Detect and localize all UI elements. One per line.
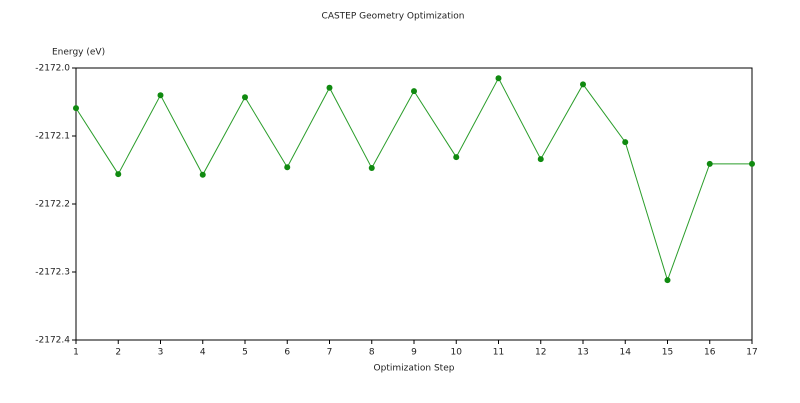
x-tick-label: 1 — [73, 348, 79, 358]
data-point — [326, 84, 333, 91]
data-point — [664, 277, 671, 284]
plot-frame — [75, 67, 753, 341]
x-tick-label: 8 — [369, 348, 375, 358]
data-point — [73, 105, 79, 112]
y-tick-label: -2172.2 — [35, 200, 70, 210]
x-tick-label: 7 — [327, 348, 333, 358]
x-tick-label: 4 — [200, 348, 206, 358]
x-tick-label: 3 — [158, 348, 164, 358]
x-tick-label: 2 — [115, 348, 121, 358]
x-tick-label: 10 — [451, 348, 463, 358]
data-point — [495, 75, 502, 82]
data-point — [411, 88, 417, 95]
x-tick-label: 9 — [411, 348, 417, 358]
chart-title: CASTEP Geometry Optimization — [322, 12, 465, 22]
x-axis-label: Optimization Step — [374, 364, 455, 374]
data-point — [749, 160, 755, 167]
data-point — [199, 171, 206, 178]
x-tick-label: 5 — [242, 348, 248, 358]
y-tick-label: -2172.3 — [35, 268, 70, 278]
data-point — [242, 94, 248, 101]
y-tick-label: -2172.1 — [35, 132, 70, 142]
x-tick-label: 13 — [577, 348, 588, 358]
x-tick-label: 11 — [493, 348, 504, 358]
data-point — [622, 139, 629, 146]
x-tick-label: 16 — [704, 348, 716, 358]
x-tick-label: 6 — [284, 348, 290, 358]
data-point — [537, 156, 544, 163]
data-point — [453, 154, 460, 161]
y-tick-label: -2172.4 — [35, 336, 70, 346]
x-tick-label: 14 — [620, 348, 632, 358]
data-point — [284, 164, 291, 171]
y-axis-label: Energy (eV) — [52, 48, 105, 58]
data-point — [368, 164, 375, 171]
x-tick-label: 12 — [535, 348, 546, 358]
x-tick-label: 17 — [746, 348, 757, 358]
data-point — [580, 81, 586, 88]
x-tick-label: 15 — [662, 348, 673, 358]
data-point — [115, 171, 122, 178]
series-line — [75, 77, 752, 282]
y-tick-label: -2172.0 — [35, 64, 70, 74]
data-point — [706, 160, 713, 167]
data-point — [157, 92, 164, 99]
